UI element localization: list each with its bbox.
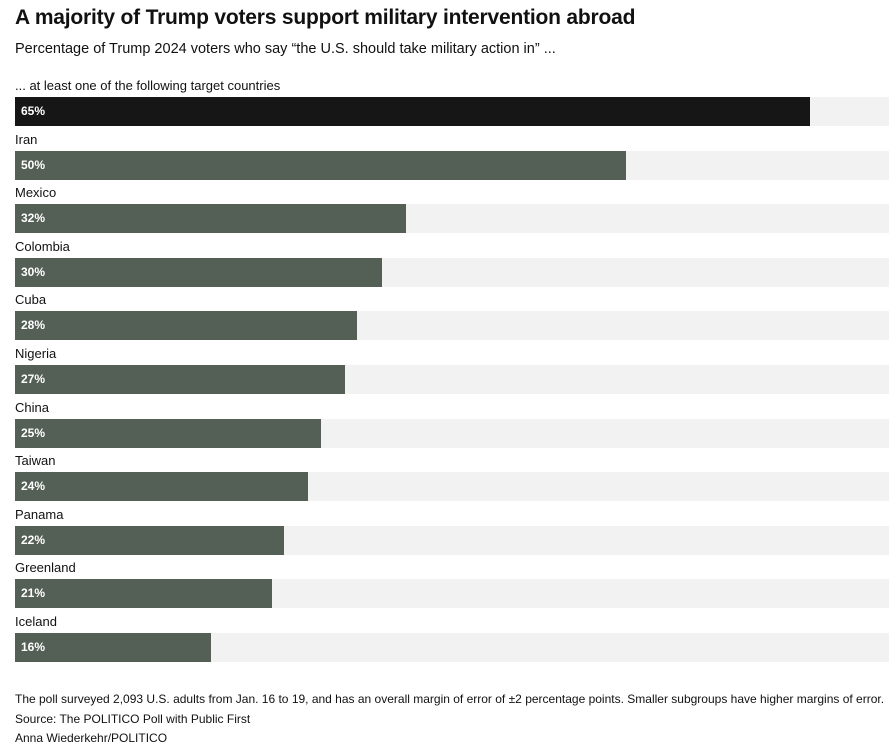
- bar-value-label: 24%: [21, 479, 46, 494]
- bar-value-label: 16%: [21, 639, 46, 654]
- bar-value-label: 22%: [21, 532, 46, 547]
- bar-category-label: Colombia: [15, 238, 70, 254]
- bar-category-label: Cuba: [15, 292, 47, 308]
- bar-value-label: 28%: [21, 318, 46, 333]
- bar-value-label: 65%: [21, 104, 46, 118]
- bar-category-label: China: [15, 399, 49, 415]
- bar-value-label: 25%: [21, 425, 46, 440]
- bar: 30%: [15, 257, 382, 287]
- bar-row: Panama 22%: [15, 506, 889, 560]
- source-line: Source: The POLITICO Poll with Public Fi…: [15, 711, 251, 726]
- bar-row: Greenland 21%: [15, 559, 889, 613]
- bar: 27%: [15, 364, 345, 394]
- bar: 22%: [15, 525, 284, 555]
- bar-track: 30%: [15, 257, 889, 287]
- methodology-note: The poll surveyed 2,093 U.S. adults from…: [15, 692, 885, 706]
- bar-value-label: 30%: [21, 264, 46, 279]
- bar-track: 16%: [15, 632, 889, 662]
- bar-row: Iceland 16%: [15, 613, 889, 667]
- bar-value-label: 27%: [21, 371, 46, 386]
- bar-row: Colombia 30%: [15, 238, 889, 292]
- bar: 25%: [15, 418, 321, 448]
- bar: 24%: [15, 472, 308, 502]
- bar-category-label: Greenland: [15, 560, 76, 576]
- bar-category-label: Mexico: [15, 185, 57, 201]
- bar-track: 28%: [15, 311, 889, 341]
- bar-track: 65%: [15, 97, 889, 126]
- chart-footer: The poll surveyed 2,093 U.S. adults from…: [15, 690, 884, 749]
- bar-row: ... at least one of the following target…: [15, 77, 889, 131]
- bar-track: 25%: [15, 418, 889, 448]
- bar: 28%: [15, 311, 357, 341]
- bar-value-label: 50%: [21, 157, 46, 172]
- bar: 50%: [15, 150, 626, 180]
- bar-track: 21%: [15, 579, 889, 609]
- bar-category-label: Iceland: [15, 613, 57, 629]
- bar: 32%: [15, 204, 406, 234]
- bar: 21%: [15, 579, 272, 609]
- chart-subtitle: Percentage of Trump 2024 voters who say …: [15, 41, 556, 57]
- bar-track: 50%: [15, 150, 889, 180]
- bar-category-label: ... at least one of the following target…: [15, 78, 281, 93]
- bar-value-label: 32%: [21, 211, 46, 226]
- chart-title: A majority of Trump voters support milit…: [15, 6, 636, 29]
- bar-track: 24%: [15, 472, 889, 502]
- bar-row: China 25%: [15, 399, 889, 453]
- bar: 65%: [15, 97, 810, 126]
- bar-category-label: Panama: [15, 506, 64, 522]
- bar-category-label: Nigeria: [15, 345, 57, 361]
- bar-value-label: 21%: [21, 586, 46, 601]
- credit-line: Anna Wiederkehr/POLITICO: [15, 731, 168, 745]
- bar: 16%: [15, 632, 211, 662]
- bar-track: 32%: [15, 204, 889, 234]
- bar-row: Taiwan 24%: [15, 452, 889, 506]
- bar-row: Nigeria 27%: [15, 345, 889, 399]
- bar-row: Cuba 28%: [15, 291, 889, 345]
- bar-category-label: Taiwan: [15, 453, 56, 469]
- bar-track: 27%: [15, 364, 889, 394]
- bar-chart: ... at least one of the following target…: [15, 77, 889, 667]
- bar-row: Iran 50%: [15, 131, 889, 185]
- bar-track: 22%: [15, 525, 889, 555]
- bar-row: Mexico 32%: [15, 184, 889, 238]
- bar-category-label: Iran: [15, 131, 38, 147]
